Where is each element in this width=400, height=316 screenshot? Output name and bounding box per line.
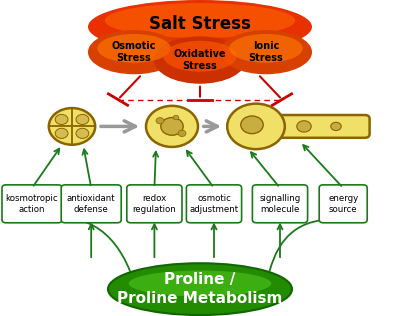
Circle shape: [49, 108, 95, 145]
Circle shape: [55, 128, 68, 138]
FancyBboxPatch shape: [252, 185, 308, 223]
Circle shape: [76, 114, 89, 125]
Ellipse shape: [88, 0, 312, 54]
Text: redox
regulation: redox regulation: [132, 194, 176, 214]
Circle shape: [331, 122, 341, 131]
Circle shape: [178, 130, 186, 137]
Text: osmotic
adjustment: osmotic adjustment: [190, 194, 238, 214]
Circle shape: [156, 118, 164, 124]
Text: kosmotropic
action: kosmotropic action: [6, 194, 58, 214]
Text: Ionic
Stress: Ionic Stress: [249, 41, 283, 63]
Circle shape: [146, 106, 198, 147]
Text: signalling
molecule: signalling molecule: [259, 194, 301, 214]
Ellipse shape: [88, 30, 180, 74]
Ellipse shape: [229, 34, 303, 63]
Text: Oxidative
Stress: Oxidative Stress: [174, 49, 226, 71]
Text: antioxidant
defense: antioxidant defense: [67, 194, 116, 214]
Text: Salt Stress: Salt Stress: [149, 15, 251, 33]
Ellipse shape: [129, 270, 271, 296]
Ellipse shape: [108, 263, 292, 315]
Circle shape: [227, 104, 285, 149]
Ellipse shape: [163, 41, 237, 72]
Ellipse shape: [220, 30, 312, 74]
Ellipse shape: [105, 3, 295, 38]
FancyBboxPatch shape: [127, 185, 182, 223]
FancyBboxPatch shape: [319, 185, 367, 223]
Circle shape: [161, 118, 183, 135]
Text: Proline /
Proline Metabolism: Proline / Proline Metabolism: [117, 272, 283, 306]
FancyBboxPatch shape: [186, 185, 242, 223]
Ellipse shape: [97, 34, 171, 63]
Circle shape: [173, 115, 179, 120]
FancyBboxPatch shape: [2, 185, 62, 223]
FancyBboxPatch shape: [276, 115, 370, 138]
Text: energy
source: energy source: [328, 194, 358, 214]
Circle shape: [76, 128, 89, 138]
Circle shape: [55, 114, 68, 125]
Circle shape: [241, 116, 263, 134]
Ellipse shape: [154, 36, 246, 84]
Circle shape: [297, 121, 311, 132]
FancyBboxPatch shape: [61, 185, 121, 223]
Text: Osmotic
Stress: Osmotic Stress: [112, 41, 156, 63]
